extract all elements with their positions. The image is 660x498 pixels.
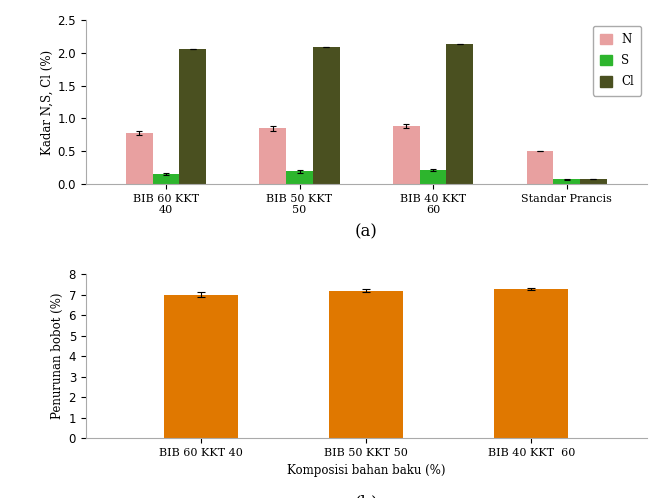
Bar xyxy=(259,128,286,184)
Bar xyxy=(180,49,206,184)
X-axis label: Komposisi bahan baku (%): Komposisi bahan baku (%) xyxy=(287,464,446,477)
Y-axis label: Penurunan bobot (%): Penurunan bobot (%) xyxy=(51,293,65,419)
Text: (b): (b) xyxy=(354,494,378,498)
Bar xyxy=(329,291,403,438)
Legend: N, S, Cl: N, S, Cl xyxy=(593,26,641,96)
Bar xyxy=(164,295,238,438)
Bar xyxy=(393,126,420,184)
Bar xyxy=(126,133,152,184)
Text: (a): (a) xyxy=(355,224,378,241)
Bar xyxy=(313,47,340,184)
Bar xyxy=(553,179,580,184)
Bar xyxy=(446,43,473,184)
Bar xyxy=(580,179,607,184)
Bar xyxy=(494,288,568,438)
Bar xyxy=(420,170,446,184)
Bar xyxy=(527,150,553,184)
Bar xyxy=(286,171,313,184)
Bar xyxy=(152,174,180,184)
Y-axis label: Kadar N,S, Cl (%): Kadar N,S, Cl (%) xyxy=(40,49,53,154)
